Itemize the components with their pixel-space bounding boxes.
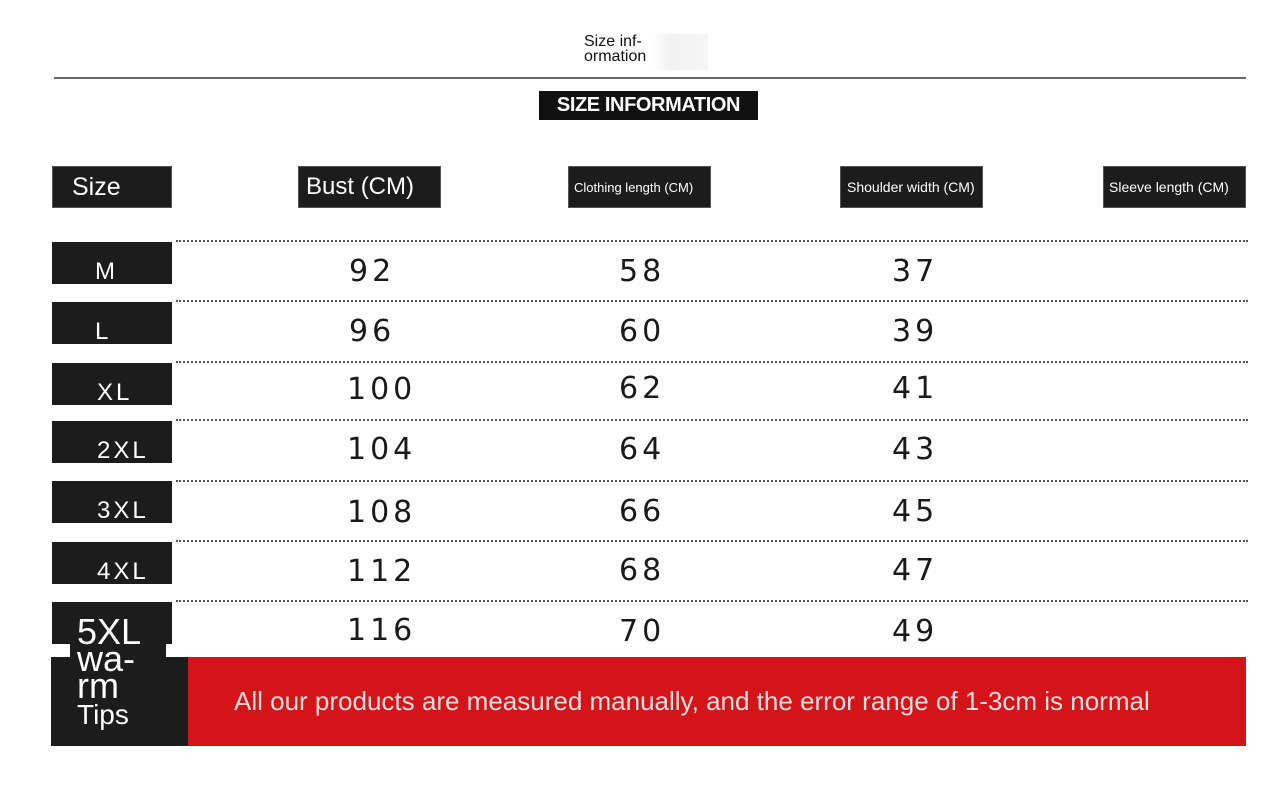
row-divider <box>176 419 1248 421</box>
size-text: L <box>95 318 112 345</box>
size-information-banner: SIZE INFORMATION <box>539 91 758 120</box>
tips-label: Tips <box>77 699 129 730</box>
bust-value: 96 <box>349 314 396 349</box>
size-label-3xl: 3XL <box>52 481 172 523</box>
size-label-5xl: 5XL <box>77 611 142 652</box>
size-information-caption: Size inf- ormation <box>584 34 708 70</box>
warm-tips-title: 5XL wa- rm <box>70 611 166 706</box>
bust-value: 112 <box>347 554 417 589</box>
size-label-m: M <box>52 242 172 284</box>
shoulder-value: 37 <box>892 254 939 289</box>
measurement-notice: All our products are measured manually, … <box>188 657 1246 746</box>
size-label-l: L <box>52 302 172 344</box>
shoulder-value: 43 <box>892 432 939 467</box>
row-divider <box>176 300 1248 302</box>
shoulder-value: 47 <box>892 553 939 588</box>
bust-value: 108 <box>347 495 417 530</box>
bust-value: 100 <box>347 372 417 407</box>
size-label-4xl: 4XL <box>52 542 172 584</box>
warm-line-1: wa- <box>77 638 136 679</box>
size-label-2xl: 2XL <box>52 421 172 463</box>
row-divider <box>176 240 1248 242</box>
bust-value: 92 <box>349 254 396 289</box>
caption-line-1: Size inf- <box>584 33 642 50</box>
shoulder-value: 39 <box>892 314 939 349</box>
header-shoulder-width: Shoulder width (CM) <box>840 166 983 208</box>
header-bust: Bust (CM) <box>298 166 441 208</box>
shoulder-value: 49 <box>892 614 939 649</box>
size-label-xl: XL <box>52 363 172 405</box>
shoulder-value: 45 <box>892 494 939 529</box>
row-divider <box>176 480 1248 482</box>
bust-value: 104 <box>347 432 417 467</box>
top-divider <box>54 77 1246 79</box>
size-text: 2XL <box>97 437 149 464</box>
caption-line-2: ormation <box>584 48 647 65</box>
bust-value: 116 <box>347 613 417 648</box>
shoulder-value: 41 <box>892 371 939 406</box>
length-value: 68 <box>619 553 666 588</box>
header-sleeve-length: Sleeve length (CM) <box>1103 166 1246 208</box>
size-text: XL <box>97 379 133 406</box>
length-value: 58 <box>619 254 666 289</box>
row-divider <box>176 540 1248 542</box>
size-text: 4XL <box>97 558 149 585</box>
length-value: 60 <box>619 314 666 349</box>
row-divider <box>176 600 1248 602</box>
size-text: 3XL <box>97 497 149 524</box>
length-value: 64 <box>619 432 666 467</box>
size-text: M <box>95 258 118 285</box>
length-value: 66 <box>619 494 666 529</box>
length-value: 62 <box>619 371 666 406</box>
header-clothing-length: Clothing length (CM) <box>568 166 711 208</box>
header-size: Size <box>52 166 172 208</box>
warm-line-2: rm <box>77 665 119 706</box>
length-value: 70 <box>619 614 666 649</box>
row-divider <box>176 361 1248 363</box>
